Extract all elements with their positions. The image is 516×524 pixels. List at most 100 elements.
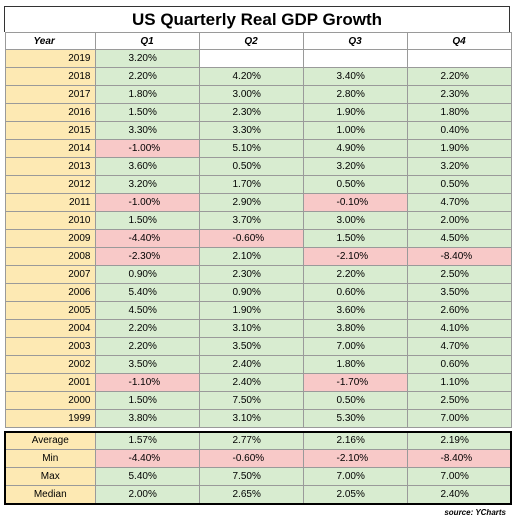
value-cell-q3: 7.00% [302,337,408,356]
value-cell-q4: 2.00% [406,211,512,230]
stat-row: Min -4.40% -0.60% -2.10% -8.40% [4,449,512,468]
year-cell: 2002 [4,355,96,374]
value-cell-q1: 1.50% [94,391,200,410]
value-cell-q1: -4.40% [94,229,200,248]
value-cell-q3: 4.90% [302,139,408,158]
year-cell: 2011 [4,193,96,212]
value-cell-q3: 0.50% [302,391,408,410]
empty-cell [302,49,408,68]
year-cell: 2009 [4,229,96,248]
value-cell-q3: 3.40% [302,67,408,86]
stat-row: Average 1.57% 2.77% 2.16% 2.19% [4,431,512,450]
stat-label: Average [4,431,96,450]
value-cell-q3: -0.10% [302,193,408,212]
value-cell-q4: 4.70% [406,337,512,356]
value-cell-q4: 0.50% [406,175,512,194]
table-row: 2019 3.20% [4,49,512,68]
value-cell-q2: 0.90% [198,283,304,302]
value-cell-q3: 0.60% [302,283,408,302]
gdp-table-container: US Quarterly Real GDP Growth Year Q1 Q2 … [4,6,512,505]
year-cell: 2016 [4,103,96,122]
value-cell-q1: -1.00% [94,139,200,158]
value-cell-q3: 2.80% [302,85,408,104]
value-cell-q2: 3.70% [198,211,304,230]
stat-label: Median [4,485,96,504]
value-cell-q3: 3.60% [302,301,408,320]
value-cell-q1: 3.80% [94,409,200,428]
year-cell: 1999 [4,409,96,428]
value-cell-q1: 1.57% [94,431,200,450]
value-cell-q2: 2.30% [198,265,304,284]
table-row: 1999 3.80% 3.10% 5.30% 7.00% [4,409,512,428]
value-cell-q4: 1.90% [406,139,512,158]
value-cell-q1: 3.60% [94,157,200,176]
value-cell-q1: -1.10% [94,373,200,392]
table-row: 2002 3.50% 2.40% 1.80% 0.60% [4,355,512,374]
value-cell-q3: 2.20% [302,265,408,284]
year-cell: 2017 [4,85,96,104]
value-cell-q3: 1.80% [302,355,408,374]
summary-stats: Average 1.57% 2.77% 2.16% 2.19% Min -4.40% -0.6… [4,431,512,504]
table-row: 2016 1.50% 2.30% 1.90% 1.80% [4,103,512,122]
value-cell-q2: 2.77% [198,431,304,450]
value-cell-q2: 5.10% [198,139,304,158]
value-cell-q3: 2.16% [302,431,408,450]
value-cell-q3: 3.00% [302,211,408,230]
stat-row: Median 2.00% 2.65% 2.05% 2.40% [4,485,512,504]
gdp-table: Year Q1 Q2 Q3 Q4 2019 3.20% 2018 2.20% 4.20%… [4,32,512,505]
table-row: 2007 0.90% 2.30% 2.20% 2.50% [4,265,512,284]
value-cell-q1: 1.80% [94,85,200,104]
value-cell-q1: 1.50% [94,103,200,122]
value-cell-q2: 3.50% [198,337,304,356]
table-row: 2005 4.50% 1.90% 3.60% 2.60% [4,301,512,320]
year-rows: 2019 3.20% 2018 2.20% 4.20% 3.40% 2.20% 2017 1.8… [4,49,512,428]
table-row: 2015 3.30% 3.30% 1.00% 0.40% [4,121,512,140]
value-cell-q2: 0.50% [198,157,304,176]
table-row: 2013 3.60% 0.50% 3.20% 3.20% [4,157,512,176]
value-cell-q2: 4.20% [198,67,304,86]
value-cell-q1: 3.20% [94,175,200,194]
value-cell-q4: 2.50% [406,391,512,410]
stat-label: Max [4,467,96,486]
source-note: source: YCharts [444,508,506,517]
header-row: Year Q1 Q2 Q3 Q4 [4,32,512,50]
year-cell: 2005 [4,301,96,320]
year-cell: 2001 [4,373,96,392]
value-cell-q2: 2.90% [198,193,304,212]
value-cell-q4: 0.40% [406,121,512,140]
year-cell: 2018 [4,67,96,86]
value-cell-q1: -2.30% [94,247,200,266]
value-cell-q1: -4.40% [94,449,200,468]
value-cell-q4: 2.50% [406,265,512,284]
value-cell-q4: 1.10% [406,373,512,392]
table-row: 2004 2.20% 3.10% 3.80% 4.10% [4,319,512,338]
table-row: 2012 3.20% 1.70% 0.50% 0.50% [4,175,512,194]
value-cell-q2: -0.60% [198,449,304,468]
value-cell-q4: 2.30% [406,85,512,104]
value-cell-q2: 2.65% [198,485,304,504]
year-cell: 2013 [4,157,96,176]
value-cell-q1: 1.50% [94,211,200,230]
value-cell-q1: 5.40% [94,467,200,486]
year-cell: 2019 [4,49,96,68]
value-cell-q4: 1.80% [406,103,512,122]
header-year: Year [4,32,96,50]
value-cell-q2: 3.10% [198,409,304,428]
value-cell-q3: 1.00% [302,121,408,140]
value-cell-q4: 2.60% [406,301,512,320]
value-cell-q1: 3.20% [94,49,200,68]
year-cell: 2006 [4,283,96,302]
table-row: 2000 1.50% 7.50% 0.50% 2.50% [4,391,512,410]
value-cell-q3: 0.50% [302,175,408,194]
empty-cell [198,49,304,68]
table-row: 2006 5.40% 0.90% 0.60% 3.50% [4,283,512,302]
value-cell-q1: 3.50% [94,355,200,374]
table-row: 2001 -1.10% 2.40% -1.70% 1.10% [4,373,512,392]
value-cell-q4: 0.60% [406,355,512,374]
stat-row: Max 5.40% 7.50% 7.00% 7.00% [4,467,512,486]
value-cell-q2: 2.40% [198,355,304,374]
value-cell-q4: 7.00% [406,467,512,486]
value-cell-q1: 0.90% [94,265,200,284]
value-cell-q3: -1.70% [302,373,408,392]
header-q1: Q1 [94,32,200,50]
